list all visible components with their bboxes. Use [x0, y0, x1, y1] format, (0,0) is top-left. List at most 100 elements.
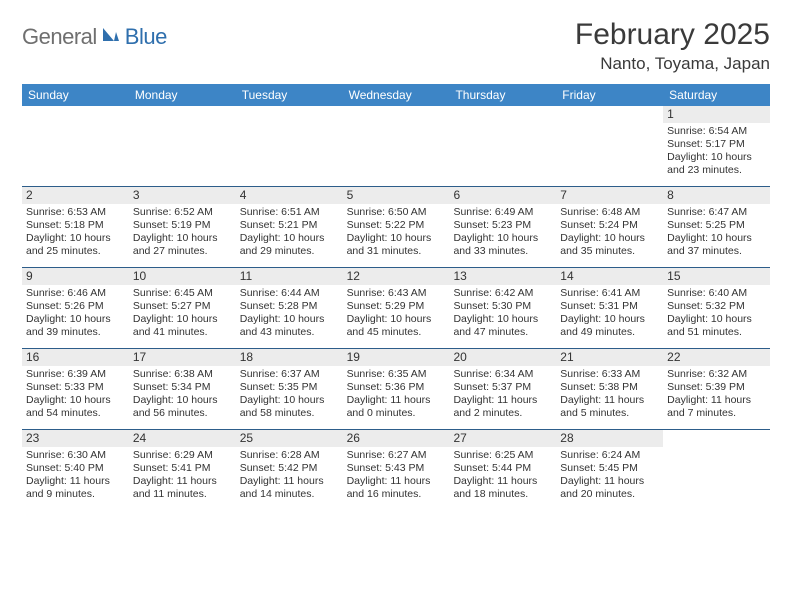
day-number: 22 [663, 349, 770, 366]
daylight-line-2: and 25 minutes. [26, 245, 125, 258]
daylight-line-2: and 51 minutes. [667, 326, 766, 339]
sunset-line: Sunset: 5:39 PM [667, 381, 766, 394]
sunrise-line: Sunrise: 6:24 AM [560, 449, 659, 462]
sunrise-line: Sunrise: 6:43 AM [347, 287, 446, 300]
day-cell [22, 106, 129, 186]
day-cell: 13Sunrise: 6:42 AMSunset: 5:30 PMDayligh… [449, 268, 556, 348]
daylight-line-2: and 18 minutes. [453, 488, 552, 501]
daylight-line-2: and 14 minutes. [240, 488, 339, 501]
day-cell: 16Sunrise: 6:39 AMSunset: 5:33 PMDayligh… [22, 349, 129, 429]
daylight-line-2: and 16 minutes. [347, 488, 446, 501]
day-cell [663, 430, 770, 510]
sunrise-line: Sunrise: 6:39 AM [26, 368, 125, 381]
day-number: 20 [449, 349, 556, 366]
day-cell: 20Sunrise: 6:34 AMSunset: 5:37 PMDayligh… [449, 349, 556, 429]
day-cell [556, 106, 663, 186]
daylight-line-2: and 5 minutes. [560, 407, 659, 420]
day-number: 17 [129, 349, 236, 366]
sunrise-line: Sunrise: 6:49 AM [453, 206, 552, 219]
daylight-line-1: Daylight: 10 hours [667, 232, 766, 245]
header-row: General Blue February 2025 Nanto, Toyama… [22, 18, 770, 74]
sunset-line: Sunset: 5:27 PM [133, 300, 232, 313]
daylight-line-2: and 27 minutes. [133, 245, 232, 258]
daylight-line-2: and 56 minutes. [133, 407, 232, 420]
day-number: 6 [449, 187, 556, 204]
day-number: 9 [22, 268, 129, 285]
sunset-line: Sunset: 5:29 PM [347, 300, 446, 313]
logo: General Blue [22, 18, 167, 50]
day-cell: 7Sunrise: 6:48 AMSunset: 5:24 PMDaylight… [556, 187, 663, 267]
daylight-line-1: Daylight: 10 hours [133, 232, 232, 245]
sunrise-line: Sunrise: 6:27 AM [347, 449, 446, 462]
daylight-line-1: Daylight: 10 hours [240, 232, 339, 245]
sunset-line: Sunset: 5:35 PM [240, 381, 339, 394]
weekday-header: Saturday [663, 84, 770, 106]
day-cell: 17Sunrise: 6:38 AMSunset: 5:34 PMDayligh… [129, 349, 236, 429]
daylight-line-2: and 0 minutes. [347, 407, 446, 420]
sunrise-line: Sunrise: 6:35 AM [347, 368, 446, 381]
day-number: 21 [556, 349, 663, 366]
day-number: 11 [236, 268, 343, 285]
day-cell: 25Sunrise: 6:28 AMSunset: 5:42 PMDayligh… [236, 430, 343, 510]
day-number: 5 [343, 187, 450, 204]
sunrise-line: Sunrise: 6:53 AM [26, 206, 125, 219]
day-cell: 14Sunrise: 6:41 AMSunset: 5:31 PMDayligh… [556, 268, 663, 348]
daylight-line-1: Daylight: 10 hours [133, 394, 232, 407]
daylight-line-2: and 54 minutes. [26, 407, 125, 420]
sunset-line: Sunset: 5:28 PM [240, 300, 339, 313]
daylight-line-1: Daylight: 10 hours [133, 313, 232, 326]
daylight-line-1: Daylight: 10 hours [453, 232, 552, 245]
sunrise-line: Sunrise: 6:42 AM [453, 287, 552, 300]
day-cell: 18Sunrise: 6:37 AMSunset: 5:35 PMDayligh… [236, 349, 343, 429]
sunrise-line: Sunrise: 6:48 AM [560, 206, 659, 219]
sunrise-line: Sunrise: 6:52 AM [133, 206, 232, 219]
day-cell: 9Sunrise: 6:46 AMSunset: 5:26 PMDaylight… [22, 268, 129, 348]
day-number: 8 [663, 187, 770, 204]
daylight-line-1: Daylight: 11 hours [453, 475, 552, 488]
location: Nanto, Toyama, Japan [575, 54, 770, 74]
daylight-line-1: Daylight: 10 hours [667, 313, 766, 326]
daylight-line-1: Daylight: 10 hours [560, 313, 659, 326]
daylight-line-2: and 31 minutes. [347, 245, 446, 258]
day-number: 4 [236, 187, 343, 204]
sunset-line: Sunset: 5:17 PM [667, 138, 766, 151]
day-number: 23 [22, 430, 129, 447]
daylight-line-1: Daylight: 10 hours [26, 394, 125, 407]
daylight-line-1: Daylight: 11 hours [26, 475, 125, 488]
sunset-line: Sunset: 5:45 PM [560, 462, 659, 475]
day-number: 26 [343, 430, 450, 447]
sunset-line: Sunset: 5:40 PM [26, 462, 125, 475]
logo-sail-icon [101, 26, 121, 49]
daylight-line-2: and 41 minutes. [133, 326, 232, 339]
day-cell [343, 106, 450, 186]
weekday-header: Sunday [22, 84, 129, 106]
weekday-header-row: SundayMondayTuesdayWednesdayThursdayFrid… [22, 84, 770, 106]
day-cell: 26Sunrise: 6:27 AMSunset: 5:43 PMDayligh… [343, 430, 450, 510]
daylight-line-1: Daylight: 10 hours [560, 232, 659, 245]
daylight-line-1: Daylight: 11 hours [667, 394, 766, 407]
day-cell: 11Sunrise: 6:44 AMSunset: 5:28 PMDayligh… [236, 268, 343, 348]
day-cell: 15Sunrise: 6:40 AMSunset: 5:32 PMDayligh… [663, 268, 770, 348]
weeks-container: 1 Sunrise: 6:54 AMSunset: 5:17 PM Daylight… [22, 106, 770, 510]
day-number: 15 [663, 268, 770, 285]
daylight-line-1: Daylight: 10 hours [26, 313, 125, 326]
day-cell: 6Sunrise: 6:49 AMSunset: 5:23 PMDaylight… [449, 187, 556, 267]
day-cell: 28Sunrise: 6:24 AMSunset: 5:45 PMDayligh… [556, 430, 663, 510]
daylight-line-1: Daylight: 11 hours [347, 394, 446, 407]
day-cell: 12Sunrise: 6:43 AMSunset: 5:29 PMDayligh… [343, 268, 450, 348]
sunset-line: Sunset: 5:32 PM [667, 300, 766, 313]
sunset-line: Sunset: 5:34 PM [133, 381, 232, 394]
sunrise-line: Sunrise: 6:34 AM [453, 368, 552, 381]
sunrise-line: Sunrise: 6:33 AM [560, 368, 659, 381]
day-number: 19 [343, 349, 450, 366]
day-number: 1 [663, 106, 770, 123]
sunrise-line: Sunrise: 6:47 AM [667, 206, 766, 219]
sunset-line: Sunset: 5:38 PM [560, 381, 659, 394]
sunset-line: Sunset: 5:42 PM [240, 462, 339, 475]
daylight-line-1: Daylight: 10 hours [240, 394, 339, 407]
daylight-line-1: Daylight: 11 hours [240, 475, 339, 488]
calendar: SundayMondayTuesdayWednesdayThursdayFrid… [22, 84, 770, 510]
sunset-line: Sunset: 5:24 PM [560, 219, 659, 232]
daylight-line-1: Daylight: 10 hours [240, 313, 339, 326]
sunrise-line: Sunrise: 6:54 AM [667, 125, 766, 138]
